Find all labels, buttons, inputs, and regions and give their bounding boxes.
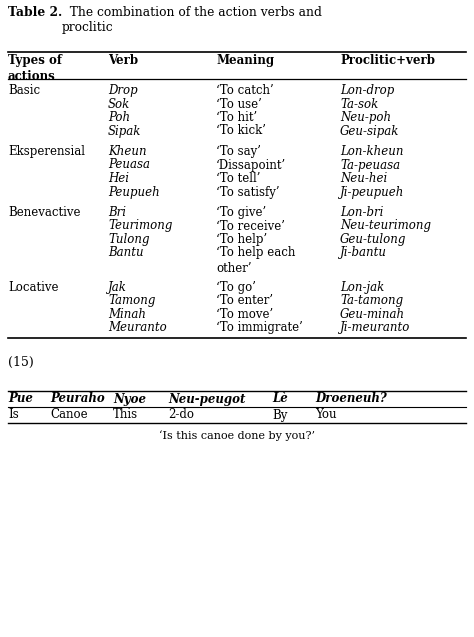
Text: Types of
actions: Types of actions <box>8 54 62 83</box>
Text: ‘To say’: ‘To say’ <box>216 145 261 158</box>
Text: Lon-bri: Lon-bri <box>340 206 383 219</box>
Text: Meuranto: Meuranto <box>108 321 167 334</box>
Text: Nyoe: Nyoe <box>113 392 146 406</box>
Text: Hei: Hei <box>108 172 129 185</box>
Text: ‘Is this canoe done by you?’: ‘Is this canoe done by you?’ <box>159 431 315 441</box>
Text: ‘To receive’: ‘To receive’ <box>216 220 285 233</box>
Text: Bantu: Bantu <box>108 247 144 259</box>
Text: (15): (15) <box>8 355 34 368</box>
Text: Minah: Minah <box>108 308 146 320</box>
Text: This: This <box>113 408 138 422</box>
Text: Kheun: Kheun <box>108 145 146 158</box>
Text: Ji-meuranto: Ji-meuranto <box>340 321 410 334</box>
Text: Geu-tulong: Geu-tulong <box>340 233 406 246</box>
Text: ‘To help’: ‘To help’ <box>216 233 267 246</box>
Text: ‘To move’: ‘To move’ <box>216 308 273 320</box>
Text: Tamong: Tamong <box>108 294 155 307</box>
Text: Drop: Drop <box>108 84 137 97</box>
Text: Verb: Verb <box>108 54 138 67</box>
Text: Proclitic+verb: Proclitic+verb <box>340 54 435 67</box>
Text: The combination of the action verbs and
proclitic: The combination of the action verbs and … <box>62 6 322 34</box>
Text: Geu-sipak: Geu-sipak <box>340 124 400 138</box>
Text: ‘To immigrate’: ‘To immigrate’ <box>216 321 303 334</box>
Text: ‘To give’: ‘To give’ <box>216 206 266 219</box>
Text: ‘To help each
other’: ‘To help each other’ <box>216 247 295 275</box>
Text: Bri: Bri <box>108 206 126 219</box>
Text: Lon-jak: Lon-jak <box>340 280 384 294</box>
Text: ‘Dissapoint’: ‘Dissapoint’ <box>216 159 286 171</box>
Text: Meaning: Meaning <box>216 54 274 67</box>
Text: Tulong: Tulong <box>108 233 149 246</box>
Text: Peupueh: Peupueh <box>108 185 160 199</box>
Text: Jak: Jak <box>108 280 127 294</box>
Text: You: You <box>315 408 337 422</box>
Text: Table 2.: Table 2. <box>8 6 62 19</box>
Text: Ji-bantu: Ji-bantu <box>340 247 387 259</box>
Text: ‘To satisfy’: ‘To satisfy’ <box>216 185 280 199</box>
Text: ‘To use’: ‘To use’ <box>216 97 262 110</box>
Text: Locative: Locative <box>8 280 58 294</box>
Text: ‘To enter’: ‘To enter’ <box>216 294 273 307</box>
Text: Neu-teurimong: Neu-teurimong <box>340 220 431 233</box>
Text: Sok: Sok <box>108 97 130 110</box>
Text: By: By <box>272 408 287 422</box>
Text: Peuraho: Peuraho <box>50 392 105 406</box>
Text: Eksperensial: Eksperensial <box>8 145 85 158</box>
Text: Ta-peuasa: Ta-peuasa <box>340 159 400 171</box>
Text: Ji-peupueh: Ji-peupueh <box>340 185 404 199</box>
Text: 2-do: 2-do <box>168 408 194 422</box>
Text: Droeneuh?: Droeneuh? <box>315 392 387 406</box>
Text: Geu-minah: Geu-minah <box>340 308 405 320</box>
Text: ‘To kick’: ‘To kick’ <box>216 124 266 138</box>
Text: Lon-drop: Lon-drop <box>340 84 394 97</box>
Text: Lè: Lè <box>272 392 288 406</box>
Text: Ta-sok: Ta-sok <box>340 97 378 110</box>
Text: ‘To hit’: ‘To hit’ <box>216 111 257 124</box>
Text: Pue: Pue <box>8 392 33 406</box>
Text: Ta-tamong: Ta-tamong <box>340 294 403 307</box>
Text: Peuasa: Peuasa <box>108 159 150 171</box>
Text: Sipak: Sipak <box>108 124 141 138</box>
Text: ‘To tell’: ‘To tell’ <box>216 172 261 185</box>
Text: Benevactive: Benevactive <box>8 206 81 219</box>
Text: ‘To go’: ‘To go’ <box>216 280 256 294</box>
Text: Neu-poh: Neu-poh <box>340 111 391 124</box>
Text: Poh: Poh <box>108 111 130 124</box>
Text: Is: Is <box>8 408 19 422</box>
Text: Neu-hei: Neu-hei <box>340 172 387 185</box>
Text: Lon-kheun: Lon-kheun <box>340 145 403 158</box>
Text: Teurimong: Teurimong <box>108 220 173 233</box>
Text: Basic: Basic <box>8 84 40 97</box>
Text: ‘To catch’: ‘To catch’ <box>216 84 274 97</box>
Text: Neu-peugot: Neu-peugot <box>168 392 246 406</box>
Text: Canoe: Canoe <box>50 408 88 422</box>
